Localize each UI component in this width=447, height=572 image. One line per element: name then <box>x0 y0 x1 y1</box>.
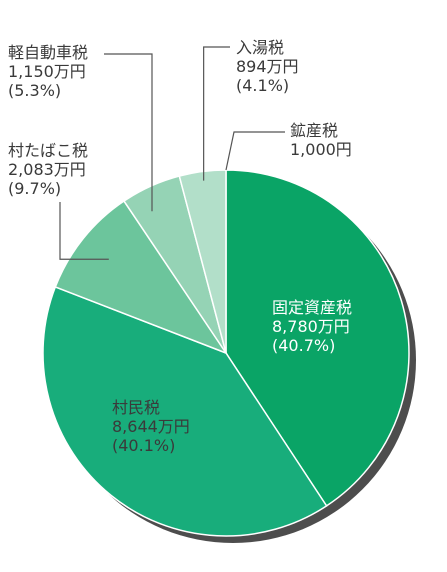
slice-percent: (9.7%) <box>8 179 62 198</box>
slice-amount: 894万円 <box>236 57 299 76</box>
slice-label-fixed-asset-tax: 固定資産税 8,780万円 (40.7%) <box>272 298 352 355</box>
slice-name: 軽自動車税 <box>8 43 89 62</box>
slice-amount: 8,644万円 <box>112 417 190 436</box>
slice-name: 村民税 <box>112 398 161 417</box>
leader-line-bathing-tax <box>203 46 230 181</box>
slice-bathing-tax <box>178 169 227 354</box>
leader-lines <box>59 46 285 260</box>
slice-name: 入湯税 <box>236 38 285 57</box>
slice-percent: (40.1%) <box>112 436 176 455</box>
slice-label-light-vehicle-tax: 軽自動車税 1,150万円 (5.3%) <box>8 43 88 100</box>
slice-name: 村たばこ税 <box>8 141 89 160</box>
slice-name: 鉱産税 <box>290 121 339 140</box>
slice-label-mineral-tax: 鉱産税 1,000円 <box>290 121 352 159</box>
pie-slices <box>42 169 410 537</box>
leader-line-light-vehicle-tax <box>104 53 153 212</box>
slice-tobacco-tax <box>54 200 228 355</box>
leader-line-mineral-tax <box>225 131 285 171</box>
slice-amount: 1,150万円 <box>8 62 86 81</box>
slice-label-bathing-tax: 入湯税 894万円 (4.1%) <box>236 38 299 95</box>
slice-percent: (4.1%) <box>236 76 290 95</box>
slice-label-tobacco-tax: 村たばこ税 2,083万円 (9.7%) <box>8 141 88 198</box>
slice-amount: 1,000円 <box>290 140 352 159</box>
leader-line-tobacco-tax <box>59 202 109 260</box>
slice-percent: (40.7%) <box>272 336 336 355</box>
slice-amount: 2,083万円 <box>8 160 86 179</box>
slice-label-resident-tax: 村民税 8,644万円 (40.1%) <box>112 398 190 455</box>
slice-resident-tax <box>42 285 328 537</box>
slice-name: 固定資産税 <box>272 298 353 317</box>
slice-percent: (5.3%) <box>8 81 62 100</box>
slice-amount: 8,780万円 <box>272 317 350 336</box>
